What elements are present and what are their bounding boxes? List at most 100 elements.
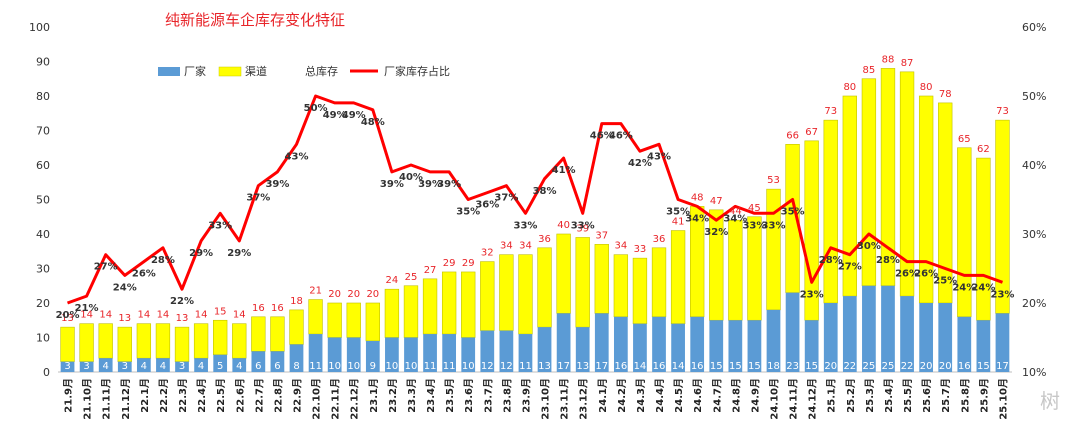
x-tick-label: 21.12月 bbox=[120, 378, 132, 420]
total-value-label: 39 bbox=[576, 223, 589, 234]
bar-factory bbox=[117, 361, 132, 372]
bar-factory bbox=[957, 316, 972, 372]
x-tick-label: 22.10月 bbox=[311, 378, 323, 420]
bar-factory bbox=[747, 320, 762, 372]
total-value-label: 36 bbox=[538, 234, 551, 245]
bar-channel bbox=[823, 119, 838, 304]
total-value-label: 33 bbox=[634, 244, 647, 255]
factory-value-label: 17 bbox=[595, 361, 608, 372]
bar-factory bbox=[79, 361, 94, 372]
total-value-label: 88 bbox=[882, 54, 895, 65]
factory-value-label: 15 bbox=[805, 361, 818, 372]
factory-value-label: 8 bbox=[293, 361, 299, 372]
bar-channel bbox=[117, 326, 132, 362]
x-tick-label: 22.5月 bbox=[215, 378, 227, 413]
x-tick-label: 21.11月 bbox=[101, 378, 113, 420]
factory-value-label: 9 bbox=[370, 361, 376, 372]
bar-channel bbox=[155, 323, 171, 359]
bar-channel bbox=[651, 247, 667, 318]
bar-factory bbox=[365, 340, 380, 372]
bar-factory bbox=[709, 320, 724, 372]
bar-channel bbox=[270, 316, 285, 352]
ratio-value-label: 22% bbox=[170, 296, 194, 307]
bar-channel bbox=[976, 157, 991, 321]
x-tick-label: 25.7月 bbox=[940, 378, 952, 413]
bar-factory bbox=[633, 323, 647, 372]
ratio-value-label: 39% bbox=[265, 179, 289, 190]
x-tick-label: 22.12月 bbox=[349, 378, 361, 420]
total-value-label: 16 bbox=[271, 303, 284, 314]
x-tick-label: 22.4月 bbox=[196, 378, 208, 413]
y-left-tick-label: 30 bbox=[36, 263, 50, 276]
total-value-label: 48 bbox=[691, 192, 704, 203]
total-value-label: 32 bbox=[481, 248, 494, 259]
total-value-label: 80 bbox=[920, 82, 933, 93]
x-tick-label: 24.12月 bbox=[807, 378, 819, 420]
bar-channel bbox=[79, 323, 94, 362]
x-tick-label: 25.8月 bbox=[959, 378, 971, 413]
ratio-value-label: 34% bbox=[723, 213, 747, 224]
factory-value-label: 10 bbox=[405, 361, 418, 372]
factory-value-label: 11 bbox=[443, 361, 456, 372]
total-value-label: 14 bbox=[195, 310, 208, 321]
ratio-value-label: 46% bbox=[590, 131, 614, 142]
ratio-value-label: 35% bbox=[456, 207, 480, 218]
x-tick-label: 25.10月 bbox=[997, 378, 1009, 420]
bar-factory bbox=[518, 334, 533, 372]
bar-channel bbox=[670, 230, 686, 325]
bar-factory bbox=[575, 327, 590, 372]
factory-value-label: 16 bbox=[958, 361, 971, 372]
factory-value-label: 13 bbox=[576, 361, 589, 372]
x-tick-label: 22.11月 bbox=[330, 378, 342, 420]
bar-channel bbox=[365, 302, 380, 342]
factory-value-label: 6 bbox=[255, 361, 261, 372]
x-tick-label: 24.3月 bbox=[635, 378, 647, 413]
ratio-value-label: 28% bbox=[151, 255, 175, 266]
bar-factory bbox=[823, 303, 838, 372]
y-right-tick-label: 40% bbox=[1022, 159, 1046, 172]
factory-value-label: 4 bbox=[160, 361, 166, 372]
x-tick-label: 25.1月 bbox=[826, 378, 838, 413]
bar-factory bbox=[98, 358, 113, 372]
total-value-label: 36 bbox=[653, 234, 666, 245]
x-tick-label: 22.7月 bbox=[253, 378, 265, 413]
factory-value-label: 10 bbox=[328, 361, 341, 372]
x-tick-label: 24.8月 bbox=[730, 378, 742, 413]
bar-channel bbox=[422, 278, 438, 335]
x-tick-label: 23.10月 bbox=[540, 378, 552, 420]
x-tick-label: 24.11月 bbox=[788, 378, 800, 420]
bar-factory bbox=[156, 358, 170, 372]
bar-channel bbox=[461, 271, 476, 338]
x-tick-label: 22.3月 bbox=[177, 378, 189, 413]
total-value-label: 16 bbox=[252, 303, 265, 314]
total-value-label: 20 bbox=[347, 289, 360, 300]
bar-channel bbox=[327, 302, 342, 338]
bar-factory bbox=[499, 330, 514, 372]
x-tick-label: 24.4月 bbox=[654, 378, 666, 413]
bar-factory bbox=[766, 309, 781, 372]
ratio-value-label: 37% bbox=[494, 193, 518, 204]
factory-value-label: 15 bbox=[729, 361, 742, 372]
total-value-label: 85 bbox=[863, 65, 876, 76]
bar-factory bbox=[995, 313, 1010, 372]
ratio-value-label: 38% bbox=[533, 186, 557, 197]
bar-factory bbox=[461, 337, 476, 372]
total-value-label: 14 bbox=[233, 310, 246, 321]
bar-factory bbox=[194, 358, 208, 372]
factory-value-label: 4 bbox=[198, 361, 204, 372]
factory-value-label: 11 bbox=[519, 361, 532, 372]
factory-value-label: 18 bbox=[767, 361, 780, 372]
y-left-tick-label: 50 bbox=[36, 194, 50, 207]
ratio-value-label: 27% bbox=[838, 262, 862, 273]
bar-channel bbox=[480, 261, 495, 331]
ratio-value-label: 33% bbox=[762, 220, 786, 231]
x-tick-label: 24.5月 bbox=[673, 378, 685, 413]
bar-channel bbox=[556, 233, 571, 314]
ratio-value-label: 41% bbox=[552, 165, 576, 176]
ratio-value-label: 23% bbox=[990, 289, 1014, 300]
ratio-value-label: 33% bbox=[742, 220, 766, 231]
total-value-label: 34 bbox=[500, 241, 513, 252]
factory-value-label: 3 bbox=[122, 361, 128, 372]
ratio-value-label: 43% bbox=[285, 151, 309, 162]
